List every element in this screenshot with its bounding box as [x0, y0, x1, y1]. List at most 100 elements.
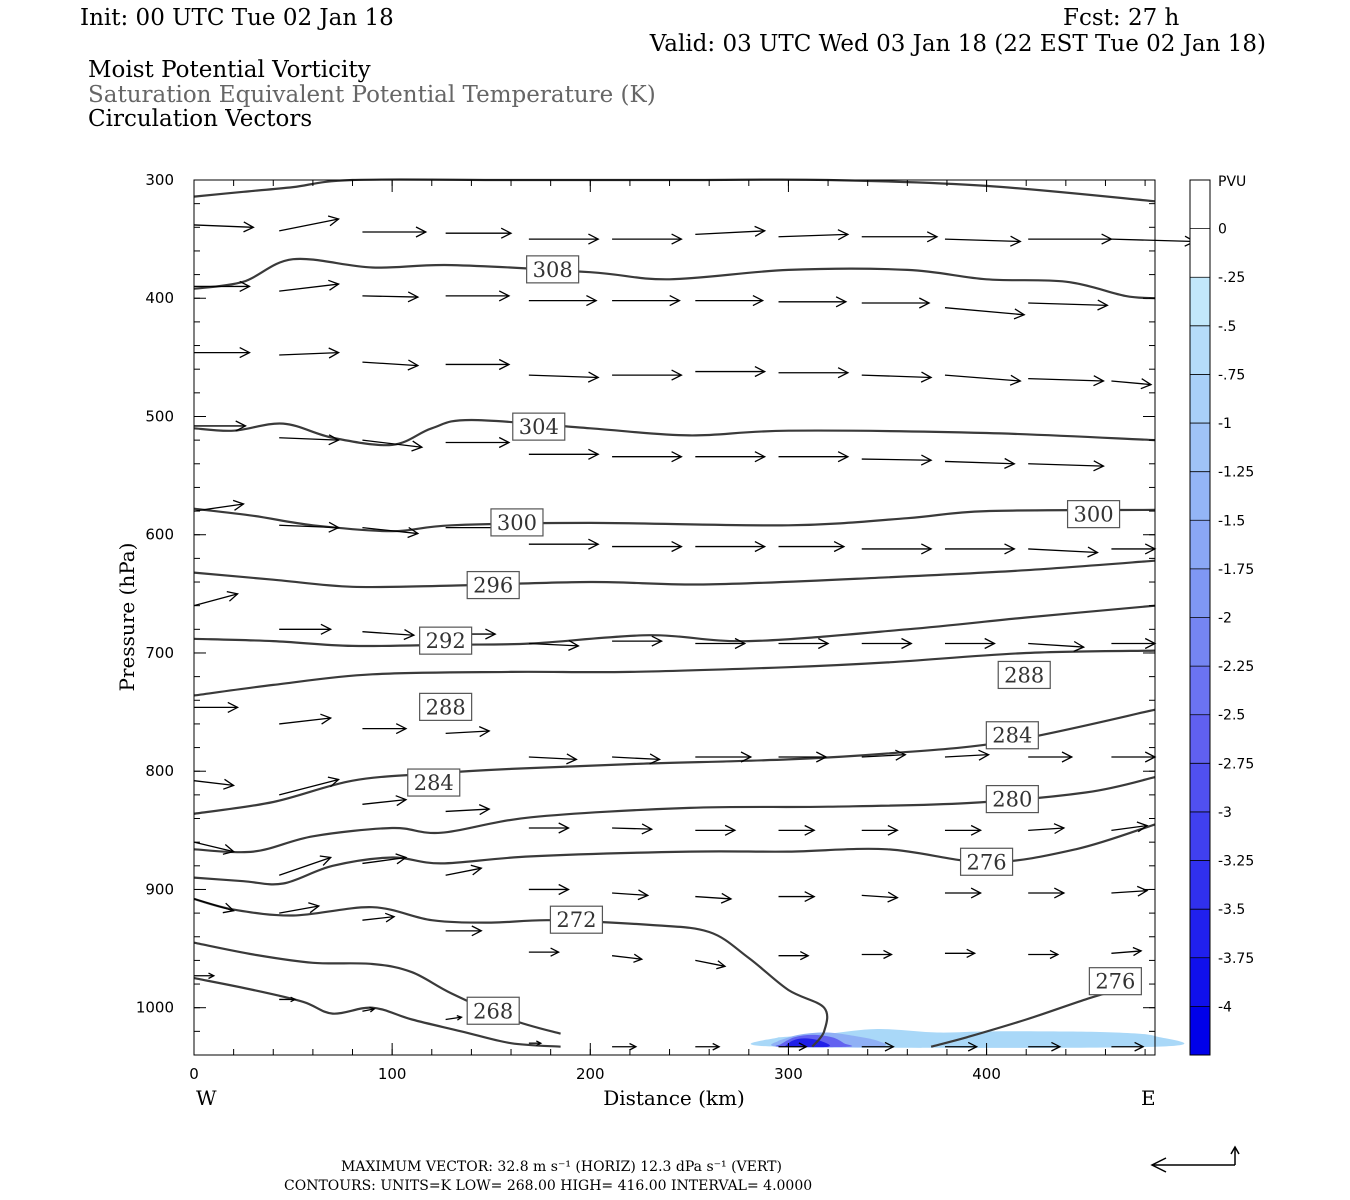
circulation-vector-95 — [278, 855, 333, 876]
colorbar-swatch-15 — [1190, 909, 1210, 959]
circulation-vector-55 — [944, 543, 1016, 555]
circulation-vector-123 — [612, 1042, 638, 1051]
theta-contour-9 — [193, 708, 1156, 815]
circulation-vector-21 — [944, 307, 1026, 320]
circulation-vector-66 — [861, 637, 913, 650]
circulation-vector-14 — [362, 291, 420, 303]
circulation-vector-72 — [362, 723, 408, 735]
circulation-vector-74 — [528, 753, 578, 765]
circulation-vector-30 — [778, 367, 850, 379]
circulation-vector-98 — [528, 883, 570, 896]
circulation-vector-44 — [944, 457, 1016, 469]
circulation-vector-6 — [695, 225, 767, 237]
x-tick-label-0: 0 — [189, 1065, 199, 1083]
circulation-vector-113 — [778, 951, 810, 961]
colorbar-label-15: -3.75 — [1218, 951, 1254, 967]
colorbar-label-7: -1.75 — [1218, 562, 1254, 578]
svg-text:296: 296 — [473, 574, 513, 598]
circulation-vector-102 — [861, 891, 899, 903]
svg-text:300: 300 — [497, 511, 537, 535]
x-axis-label: Distance (km) — [603, 1086, 745, 1110]
circulation-vector-115 — [944, 948, 977, 958]
circulation-vector-78 — [861, 749, 907, 761]
circulation-vector-94 — [193, 841, 235, 855]
circulation-vector-18 — [695, 295, 765, 307]
circulation-vector-2 — [362, 226, 428, 238]
circulation-vector-128 — [1028, 1041, 1062, 1052]
circulation-vector-122 — [528, 1040, 543, 1046]
circulation-vector-120 — [362, 1006, 376, 1013]
y-tick-label-6: 900 — [145, 880, 174, 898]
circulation-vector-92 — [1028, 823, 1066, 835]
colorbar-label-1: -.25 — [1218, 270, 1245, 286]
circulation-vector-104 — [1028, 887, 1066, 899]
circulation-vector-88 — [695, 824, 737, 836]
colorbar-label-6: -1.5 — [1218, 513, 1245, 529]
x-tick-label-3: 300 — [774, 1065, 803, 1083]
circulation-vector-22 — [1028, 299, 1109, 311]
y-tick-label-4: 700 — [145, 644, 174, 662]
circulation-vector-32 — [944, 374, 1022, 386]
forecast-hour: Fcst: 27 h — [1063, 5, 1180, 31]
circulation-vector-9 — [944, 235, 1022, 247]
circulation-vector-50 — [528, 538, 600, 550]
circulation-vector-0 — [193, 221, 255, 233]
circulation-vector-1 — [279, 215, 340, 232]
svg-text:308: 308 — [533, 258, 573, 282]
colorbar-swatch-16 — [1190, 957, 1210, 1007]
theta-contour-6 — [193, 604, 1156, 648]
circulation-vector-99 — [612, 889, 650, 901]
circulation-vector-129 — [1111, 1041, 1145, 1052]
colorbar-swatch-2 — [1190, 277, 1210, 327]
x-tick-label-1: 100 — [378, 1065, 407, 1083]
svg-text:288: 288 — [426, 695, 466, 719]
contour-label-9: 284 — [985, 721, 1039, 750]
circulation-vector-34 — [1111, 378, 1153, 390]
contour-label-layer: 308 304 300 300 296 292 288 288 284 284 280 276 272 2… — [407, 255, 1142, 1025]
theta-contour-5 — [193, 559, 1156, 589]
circulation-vector-76 — [695, 751, 753, 763]
circulation-vector-85 — [445, 804, 491, 816]
circulation-vector-91 — [944, 824, 983, 836]
contour-label-1: 308 — [526, 255, 580, 284]
contour-label-14: 268 — [466, 996, 520, 1025]
circulation-vector-93 — [1111, 821, 1149, 833]
contour-label-5: 296 — [466, 570, 520, 600]
circulation-vector-27 — [528, 371, 600, 383]
theta-contour-layer — [193, 178, 1156, 1048]
circulation-vector-12 — [194, 280, 251, 292]
theta-contour-0 — [193, 178, 1156, 203]
circulation-vector-51 — [612, 541, 683, 553]
circulation-vector-20 — [861, 297, 931, 309]
theta-contour-1 — [193, 257, 1156, 300]
contour-label-4: 300 — [1066, 500, 1121, 529]
circulation-vector-25 — [362, 359, 420, 371]
contour-label-11: 280 — [985, 784, 1039, 814]
circulation-vector-19 — [778, 296, 848, 308]
plot-frame — [193, 179, 1156, 1056]
circulation-vector-67 — [944, 637, 996, 650]
circulation-vector-62 — [528, 639, 580, 651]
circulation-vector-83 — [279, 776, 340, 796]
circulation-vector-33 — [1028, 375, 1105, 387]
pv-shading-layer — [750, 1028, 1185, 1048]
circulation-vector-111 — [612, 953, 644, 963]
circulation-vector-10 — [1028, 233, 1113, 245]
circulation-vector-52 — [695, 541, 767, 553]
contour-label-13: 272 — [549, 905, 604, 934]
circulation-vector-69 — [1111, 637, 1157, 650]
field-name-theta: Saturation Equivalent Potential Temperat… — [88, 82, 656, 108]
axis-ticks: 0 100 200 300 400 300 400 500 600 700 800 900 1000 — [136, 171, 1155, 1083]
circulation-vector-101 — [778, 891, 816, 902]
circulation-vector-17 — [612, 295, 681, 307]
circulation-vector-38 — [445, 436, 511, 449]
circulation-vector-46 — [193, 499, 245, 512]
circulation-vector-112 — [695, 959, 727, 970]
theta-contour-7 — [193, 649, 1156, 697]
svg-text:288: 288 — [1004, 663, 1044, 687]
svg-text:280: 280 — [992, 788, 1032, 812]
circulation-vector-77 — [778, 751, 828, 763]
colorbar-swatch-7 — [1190, 520, 1210, 570]
circulation-vector-13 — [279, 279, 341, 292]
y-tick-label-2: 500 — [145, 407, 174, 425]
